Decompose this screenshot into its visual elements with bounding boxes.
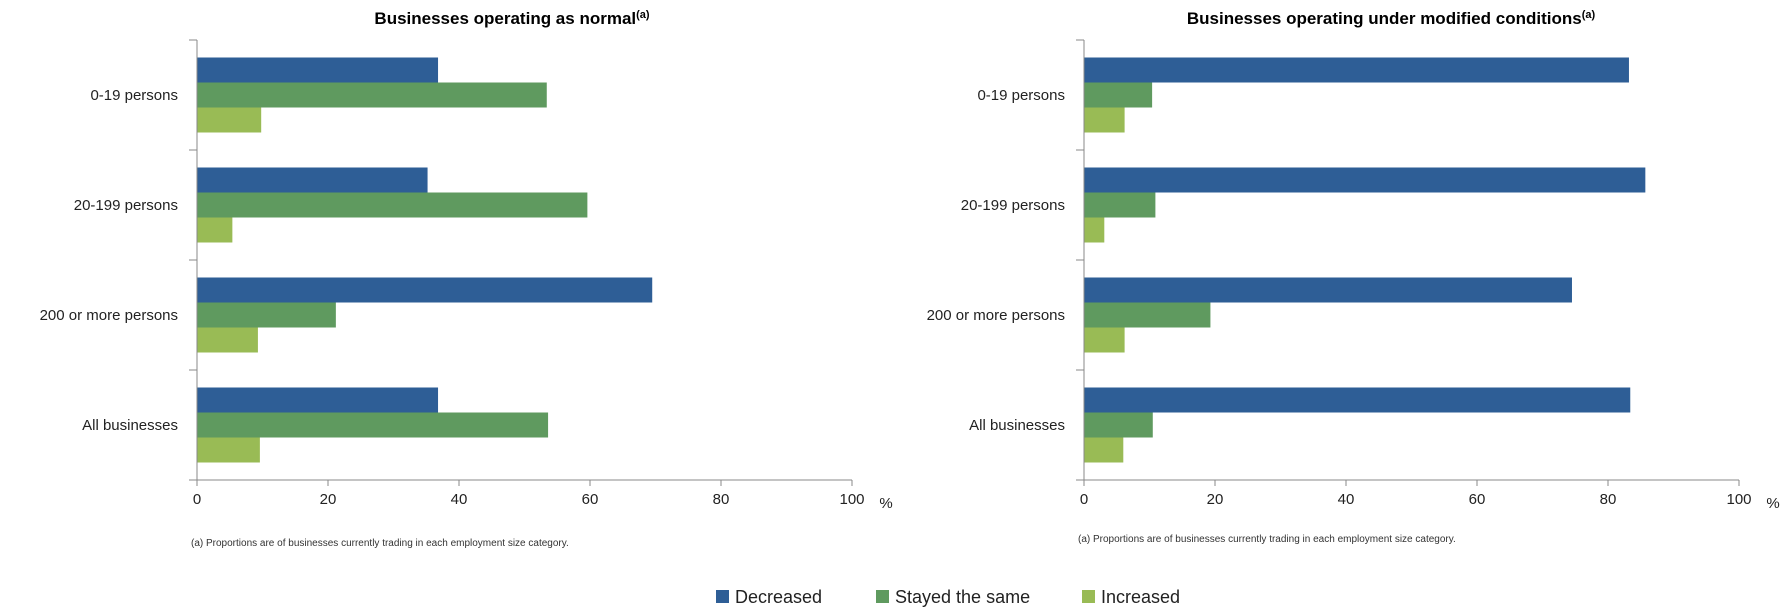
category-label: 20-199 persons xyxy=(74,197,178,214)
bar-stayed-the-same xyxy=(197,412,549,438)
bar-increased xyxy=(197,107,262,133)
category-label: 0-19 persons xyxy=(90,87,178,104)
bar-stayed-the-same xyxy=(1084,412,1153,438)
category-label: All businesses xyxy=(82,417,178,434)
legend-label: Stayed the same xyxy=(895,587,1030,607)
bar-stayed-the-same xyxy=(1084,192,1156,218)
x-tick-label: 20 xyxy=(320,491,337,508)
bar-increased xyxy=(1084,217,1105,243)
legend-swatch xyxy=(1082,590,1095,603)
category-label: All businesses xyxy=(969,417,1065,434)
bar-decreased xyxy=(197,57,439,83)
legend: Decreased Stayed the same Increased xyxy=(716,587,1180,607)
x-axis-unit: % xyxy=(879,495,892,512)
bar-decreased xyxy=(1084,387,1631,413)
legend-label: Decreased xyxy=(735,587,822,607)
x-tick-label: 40 xyxy=(1338,491,1355,508)
x-tick-label: 40 xyxy=(451,491,468,508)
bar-increased xyxy=(1084,107,1125,133)
chart-title: Businesses operating as normal(a) xyxy=(374,9,649,28)
bar-increased xyxy=(1084,437,1124,463)
x-tick-label: 80 xyxy=(1600,491,1617,508)
bar-stayed-the-same xyxy=(1084,82,1153,108)
legend-swatch xyxy=(716,590,729,603)
x-tick-label: 80 xyxy=(713,491,730,508)
x-tick-label: 100 xyxy=(839,491,864,508)
bar-stayed-the-same xyxy=(1084,302,1211,328)
legend-swatch xyxy=(876,590,889,603)
bar-decreased xyxy=(197,167,428,193)
bar-increased xyxy=(1084,327,1125,353)
category-label: 200 or more persons xyxy=(927,307,1065,324)
x-tick-label: 60 xyxy=(582,491,599,508)
chart-title: Businesses operating under modified cond… xyxy=(1187,9,1596,28)
footnote: (a) Proportions are of businesses curren… xyxy=(191,538,569,549)
footnote: (a) Proportions are of businesses curren… xyxy=(1078,534,1456,545)
category-label: 200 or more persons xyxy=(40,307,178,324)
chart-panel-1: Businesses operating as normal(a) 0-19 pe… xyxy=(40,9,893,549)
category-label: 20-199 persons xyxy=(961,197,1065,214)
bar-decreased xyxy=(1084,57,1629,83)
bar-decreased xyxy=(197,277,653,303)
title-footnote-marker: (a) xyxy=(1582,9,1596,21)
title-footnote-marker: (a) xyxy=(636,9,650,21)
x-tick-label: 100 xyxy=(1726,491,1751,508)
x-tick-label: 0 xyxy=(1080,491,1088,508)
bar-decreased xyxy=(1084,277,1572,303)
bar-increased xyxy=(197,327,258,353)
x-tick-label: 20 xyxy=(1207,491,1224,508)
chart-panel-2: Businesses operating under modified cond… xyxy=(927,9,1780,545)
category-label: 0-19 persons xyxy=(977,87,1065,104)
bar-decreased xyxy=(197,387,439,413)
bar-increased xyxy=(197,217,233,243)
bar-stayed-the-same xyxy=(197,192,588,218)
x-axis-unit: % xyxy=(1766,495,1779,512)
x-tick-label: 60 xyxy=(1469,491,1486,508)
x-tick-label: 0 xyxy=(193,491,201,508)
legend-label: Increased xyxy=(1101,587,1180,607)
bar-stayed-the-same xyxy=(197,82,547,108)
bar-stayed-the-same xyxy=(197,302,336,328)
bar-decreased xyxy=(1084,167,1646,193)
bar-increased xyxy=(197,437,260,463)
